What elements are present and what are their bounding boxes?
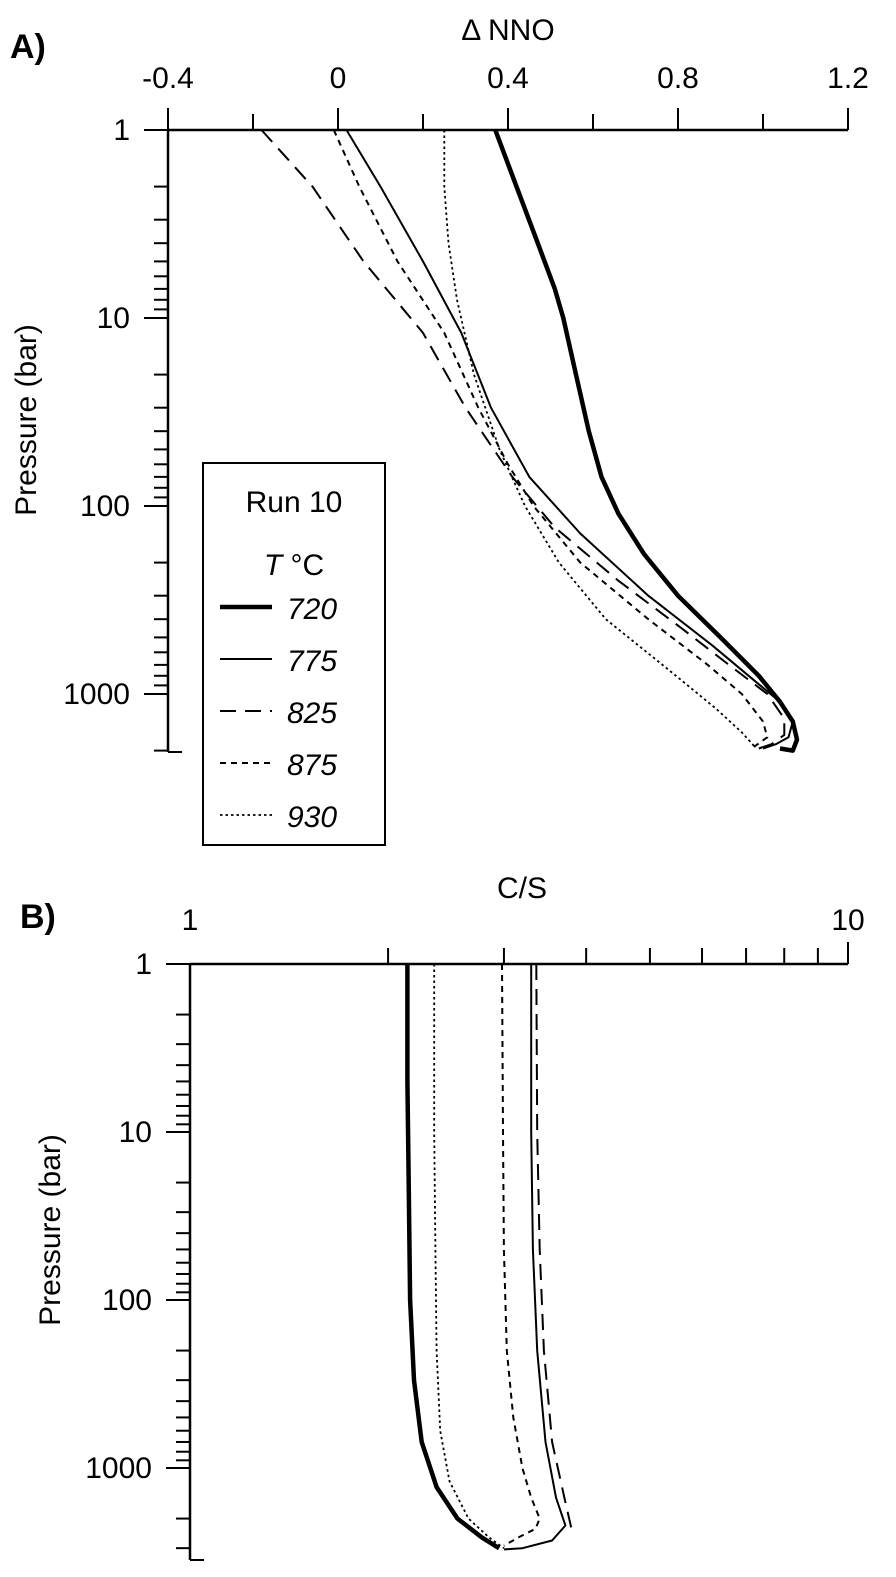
series-line-930	[433, 964, 505, 1549]
panel-a-y-axis-title: Pressure (bar)	[10, 324, 43, 516]
y-tick-label: 100	[80, 490, 130, 523]
panel-b-label: B)	[20, 898, 56, 936]
legend-box	[202, 462, 386, 846]
legend-subtitle-unit: °C	[282, 549, 324, 582]
series-line-875	[332, 129, 769, 750]
series-line-775	[503, 964, 567, 1551]
panel-b-y-axis-title: Pressure (bar)	[34, 1134, 67, 1326]
panel-a-legend: Run 10 T °C 720 775 825 875 930	[202, 462, 386, 846]
x-tick-label: 0.4	[487, 62, 529, 95]
panel-a-axes: -0.4 0 0.4 0.8 1.2 1 10 100 1000	[63, 62, 869, 753]
panel-b: B) C/S Pressure (bar) 1 10 1 10 100 1000	[20, 872, 865, 1561]
y-tick-label: 1000	[63, 678, 130, 711]
legend-subtitle: T °C	[264, 549, 324, 582]
x-tick-label: -0.4	[142, 62, 194, 95]
x-tick-label: 0	[330, 62, 347, 95]
panel-b-x-axis-title: C/S	[497, 872, 547, 905]
series-line-930	[443, 130, 756, 748]
series-line-775	[345, 129, 794, 750]
legend-label-825: 825	[287, 697, 337, 730]
panel-b-axes: 1 10 1 10 100 1000	[85, 904, 865, 1561]
legend-label-930: 930	[287, 801, 337, 834]
x-tick-label: 1.2	[827, 62, 869, 95]
series-line-720	[493, 129, 800, 753]
series-line-825	[260, 129, 786, 750]
panel-a-series-group	[260, 129, 800, 753]
y-tick-label: 100	[102, 1284, 152, 1317]
y-tick-label: 1	[113, 114, 130, 147]
series-line-720	[405, 964, 501, 1551]
legend-subtitle-variable: T	[264, 549, 285, 582]
legend-label-875: 875	[287, 749, 337, 782]
x-tick-label: 10	[831, 904, 864, 937]
legend-label-775: 775	[287, 645, 337, 678]
panel-b-series-group	[405, 963, 573, 1551]
y-tick-label: 10	[119, 1116, 152, 1149]
panel-a: A) Δ NNO Pressure (bar) -0.4 0 0.4 0.8 1.2 1 1…	[10, 14, 869, 846]
series-line-875	[501, 963, 541, 1547]
panel-a-label: A)	[10, 28, 46, 66]
y-tick-label: 10	[97, 302, 130, 335]
panel-a-x-axis-title: Δ NNO	[461, 14, 554, 47]
legend-label-720: 720	[287, 593, 337, 626]
legend-entries: 720 775 825 875 930	[220, 593, 337, 834]
y-tick-label: 1	[135, 948, 152, 981]
x-tick-label: 0.8	[657, 62, 699, 95]
y-tick-label: 1000	[85, 1452, 152, 1485]
x-tick-label: 1	[182, 904, 199, 937]
series-line-825	[535, 963, 573, 1530]
legend-title: Run 10	[246, 486, 343, 519]
